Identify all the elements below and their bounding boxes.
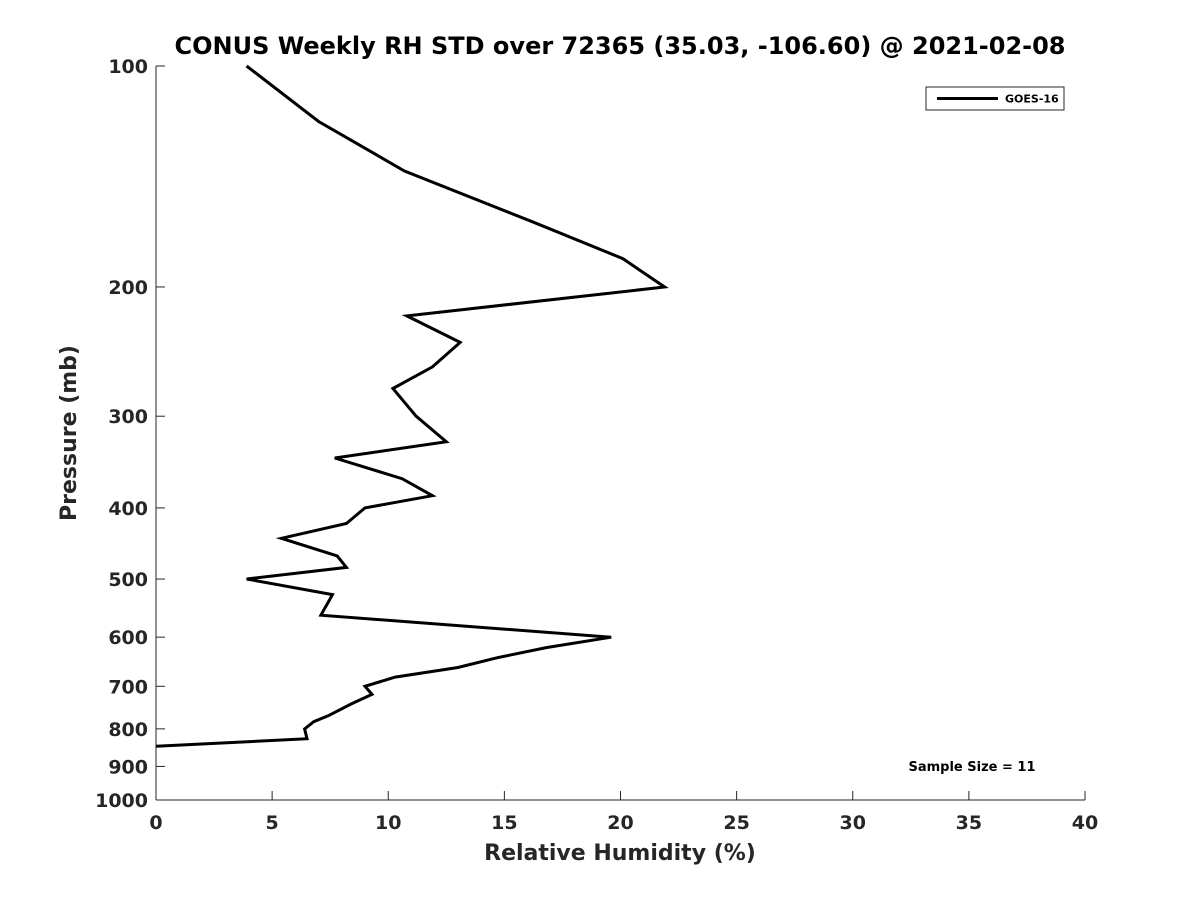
y-tick-label: 900 [108, 756, 148, 778]
y-tick-label: 700 [108, 676, 148, 698]
y-tick-label: 500 [108, 569, 148, 591]
x-tick-label: 5 [266, 812, 279, 834]
x-tick-label: 15 [491, 812, 517, 834]
series-group [155, 64, 669, 748]
x-tick-label: 35 [956, 812, 982, 834]
x-tick-label: 25 [723, 812, 749, 834]
x-tick-label: 30 [840, 812, 866, 834]
y-tick-label: 300 [108, 406, 148, 428]
y-tick-label: 400 [108, 498, 148, 520]
legend: GOES-16 [925, 86, 1065, 111]
y-tick-label: 1000 [95, 790, 148, 812]
sample-size-annotation: Sample Size = 11 [908, 760, 1035, 775]
y-axis-label: Pressure (mb) [57, 345, 82, 521]
legend-label-goes-16: GOES-16 [1005, 93, 1059, 106]
chart-title: CONUS Weekly RH STD over 72365 (35.03, -… [174, 32, 1065, 60]
y-tick-label: 100 [108, 56, 148, 78]
y-tick-label: 800 [108, 719, 148, 741]
y-axis-ticks: 100 200 300 400 500 600 700 800 900 1000 [95, 56, 165, 812]
x-tick-label: 40 [1072, 812, 1098, 834]
x-tick-label: 0 [149, 812, 162, 834]
y-tick-label: 600 [108, 627, 148, 649]
series-line-goes-16 [155, 64, 669, 748]
x-axis-ticks: 0 5 10 15 20 25 30 35 40 [149, 791, 1098, 834]
x-tick-label: 20 [607, 812, 633, 834]
x-axis-label: Relative Humidity (%) [484, 841, 756, 866]
x-tick-label: 10 [375, 812, 401, 834]
y-tick-label: 200 [108, 277, 148, 299]
